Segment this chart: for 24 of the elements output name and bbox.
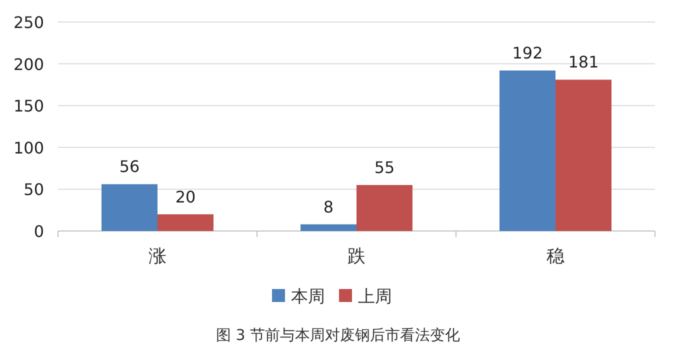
bar — [556, 80, 612, 231]
y-tick-label: 0 — [34, 222, 44, 241]
data-label: 20 — [175, 187, 196, 206]
x-tick-label: 稳 — [546, 246, 564, 267]
bar — [300, 224, 356, 231]
y-tick-label: 200 — [13, 54, 44, 74]
bar — [158, 214, 214, 231]
x-tick-label: 跌 — [348, 246, 366, 267]
y-tick-label: 250 — [13, 13, 44, 32]
data-label: 192 — [512, 43, 543, 62]
legend-label: 本周 — [291, 287, 325, 307]
data-label: 55 — [374, 158, 395, 178]
data-label: 8 — [323, 197, 334, 216]
x-tick-label: 涨 — [148, 246, 166, 267]
y-tick-label: 50 — [24, 180, 44, 200]
caption: 图 3 节前与本周对废钢后市看法变化 — [216, 326, 460, 344]
bar — [356, 185, 412, 231]
legend-label: 上周 — [358, 287, 392, 307]
bar — [102, 184, 158, 231]
y-tick-label: 100 — [13, 138, 44, 158]
y-tick-label: 150 — [13, 96, 44, 116]
data-label: 181 — [568, 52, 599, 72]
bar — [500, 70, 556, 231]
data-label: 56 — [119, 157, 140, 176]
